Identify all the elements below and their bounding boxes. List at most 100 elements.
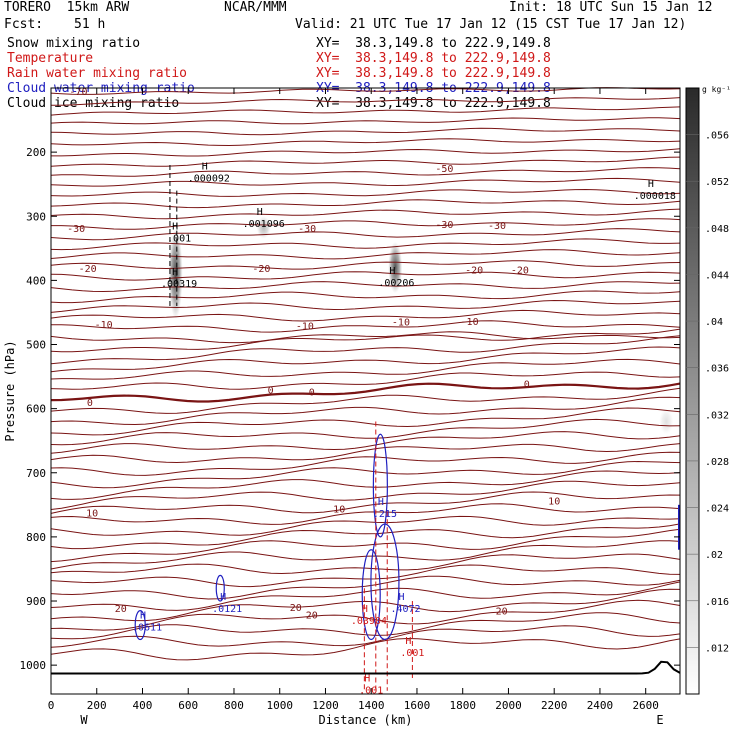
colorbar-tick-label: .02: [705, 550, 723, 561]
colorbar-tick-label: .024: [705, 504, 729, 515]
isotherm-label: -20: [511, 265, 529, 276]
maximum-marker: H: [172, 221, 178, 232]
colorbar-tick-label: .044: [705, 270, 729, 281]
isotherm-line: [50, 553, 681, 575]
isotherm-line: [50, 637, 681, 661]
isotherm-label: -30: [488, 221, 506, 232]
isotherm-label: -30: [435, 220, 453, 231]
isotherm-line: [50, 528, 681, 563]
isotherm-label: -70: [69, 87, 87, 98]
isotherm-line: [50, 396, 681, 426]
isotherm-line: [50, 238, 681, 251]
x-tick-label: 600: [178, 699, 198, 712]
isotherm-line: [50, 460, 681, 489]
maximum-value: .000092: [188, 174, 230, 185]
maximum-marker: H: [257, 207, 263, 218]
isotherm-line: [50, 491, 681, 514]
maximum-value: .4072: [390, 604, 420, 615]
field-xy-temperature: XY= 38.3,149.8 to 222.9,149.8: [316, 51, 551, 66]
x-axis-label: Distance (km): [319, 713, 413, 727]
x-tick-label: 2000: [495, 699, 522, 712]
isotherm-label: -50: [435, 164, 453, 175]
isotherm-label: 20: [306, 610, 318, 621]
isotherm-line: [51, 320, 681, 333]
isotherm-line: [50, 443, 681, 464]
maximum-value: .03904: [351, 616, 387, 627]
cloud-water-contour: [372, 433, 388, 538]
cloud-water-contours: [134, 433, 680, 641]
maximum-marker: H: [405, 636, 411, 647]
isotherm-label: -10: [392, 317, 410, 328]
y-tick-label: 500: [26, 339, 46, 352]
isotherm-line: [51, 97, 681, 106]
maximum-value: .001: [167, 233, 191, 244]
maximum-marker: H: [364, 673, 370, 684]
isotherm-line: [50, 156, 681, 167]
colorbar-tick-label: .036: [705, 364, 729, 375]
isotherm-line: [50, 290, 681, 304]
field-name-snow: Snow mixing ratio: [7, 36, 141, 51]
x-tick-label: 1000: [266, 699, 293, 712]
colorbar-tick-label: .04: [705, 317, 723, 328]
maximum-marker: H: [140, 611, 146, 622]
y-tick-label: 800: [26, 531, 46, 544]
colorbar-tick-label: .016: [705, 597, 729, 608]
west-label: W: [80, 713, 88, 727]
isotherm-line: [50, 127, 681, 136]
isotherm-label: 0: [268, 385, 274, 396]
isotherm-line: [50, 480, 681, 510]
isotherm-line: [50, 540, 681, 570]
isotherm-label: 0: [87, 398, 93, 409]
isotherm-label: 10: [548, 496, 560, 507]
isotherm-label: -20: [252, 264, 270, 275]
maximum-value: .0611: [132, 623, 162, 634]
maximum-marker: H: [362, 604, 368, 615]
maximum-marker: H: [389, 266, 395, 277]
isotherm-line: [50, 117, 681, 125]
isotherm-line: [50, 564, 681, 588]
isotherm-label: 0: [309, 387, 315, 398]
snow-patch-3: [659, 408, 674, 435]
isotherm-line: [50, 588, 681, 622]
east-label: E: [656, 713, 663, 727]
isotherm-label: -30: [298, 224, 316, 235]
isotherm-line: [50, 106, 681, 116]
isotherm-line: [50, 228, 681, 241]
org-label: NCAR/MMM: [224, 0, 287, 15]
maximum-value: .001: [400, 648, 424, 659]
y-tick-label: 300: [26, 210, 46, 223]
y-tick-label: 400: [26, 274, 46, 287]
cloud-water-contour: [361, 549, 381, 641]
maximum-value: .215: [373, 509, 397, 520]
isotherm-line: [50, 138, 681, 147]
isotherm-line: [50, 431, 681, 454]
field-name-temperature: Temperature: [7, 51, 94, 66]
isotherm-line: [50, 515, 681, 536]
isotherm-line: [50, 328, 681, 353]
snow-patch-0: [168, 229, 183, 319]
isotherm-line: [50, 177, 681, 187]
y-tick-label: 700: [26, 467, 46, 480]
isotherm-line: [50, 575, 681, 600]
maximum-marker: H: [399, 592, 405, 603]
x-tick-label: 800: [224, 699, 244, 712]
isotherm-line: [50, 407, 681, 436]
isotherm-line: [50, 451, 681, 476]
y-tick-label: 200: [26, 146, 46, 159]
x-tick-label: 1200: [312, 699, 339, 712]
rain-water-contours: [169, 164, 413, 691]
maximum-marker: H: [220, 592, 226, 603]
isotherm-line: [50, 371, 681, 390]
maximum-value: .001096: [243, 219, 285, 230]
terrain-line: [51, 660, 681, 675]
maximum-value: .00319: [161, 279, 197, 290]
axes: 0 200 400 600 800 1000 1200 1400 1600 1800 2000 220…: [3, 88, 680, 727]
plot-frame: [50, 87, 681, 695]
maximum-marker: H: [202, 162, 208, 173]
isotherm-line: [50, 199, 681, 209]
x-tick-label: 200: [87, 699, 107, 712]
y-axis-label: Pressure (hPa): [3, 340, 17, 441]
maximum-value: .0121: [212, 604, 242, 615]
isotherm-line: [50, 281, 681, 293]
isotherm-line: [50, 335, 681, 365]
